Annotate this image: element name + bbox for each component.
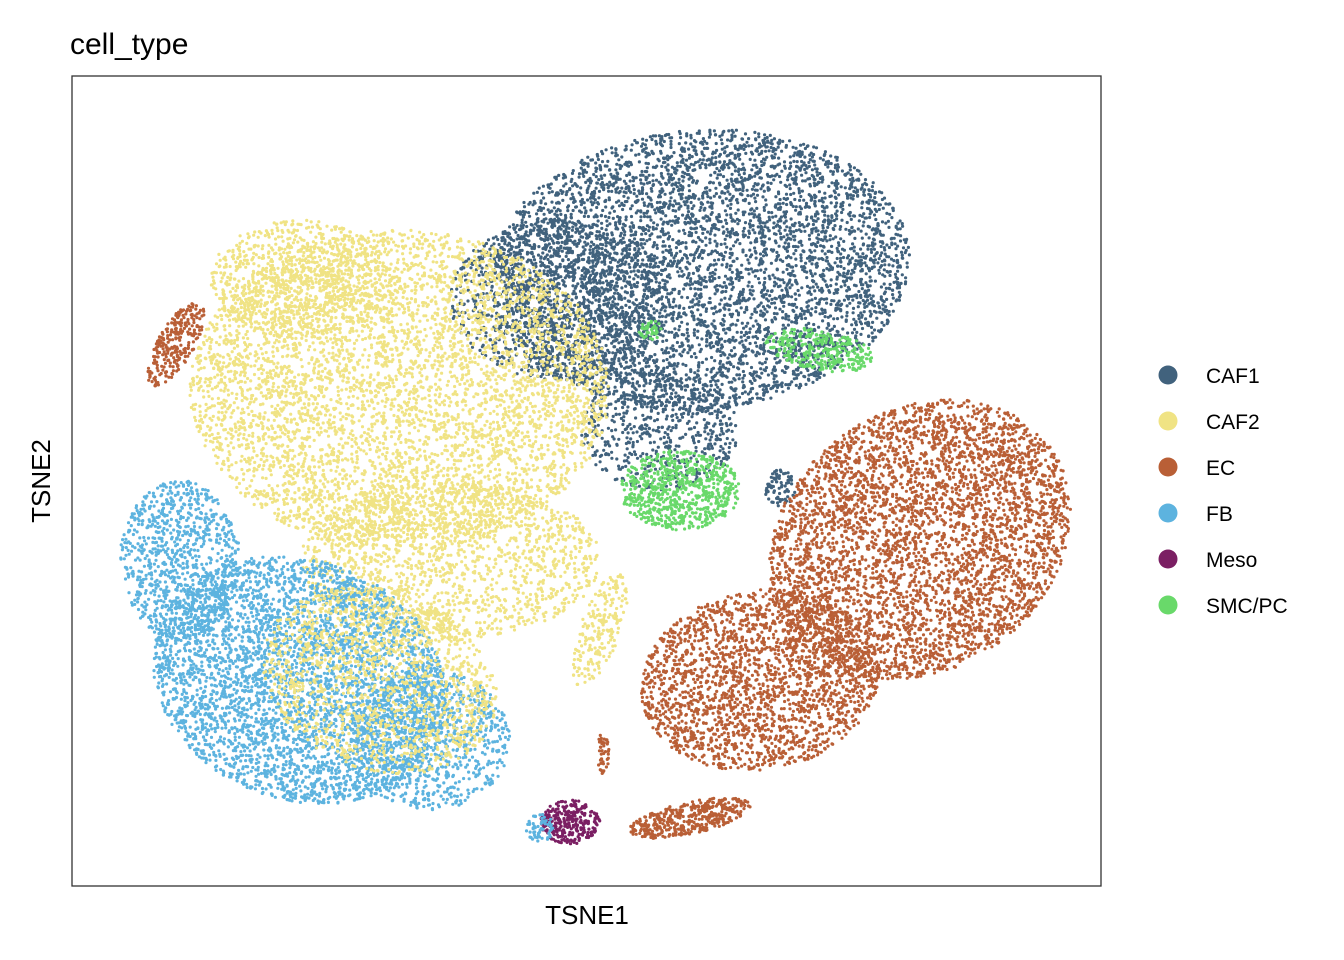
legend-swatch	[1158, 411, 1178, 431]
point-group-caf2	[262, 586, 498, 776]
point-group-ec	[629, 796, 752, 840]
legend-item-smc-pc: SMC/PC	[1158, 595, 1288, 618]
point-group-caf2	[209, 218, 392, 340]
legend-label: CAF1	[1206, 365, 1260, 388]
point-group-caf2	[188, 228, 610, 551]
legend: CAF1 CAF2 EC FB Meso SMC/PC	[1158, 365, 1288, 618]
points-layer	[119, 128, 1072, 846]
point-group-caf1	[489, 128, 912, 412]
legend-swatch	[1158, 549, 1178, 569]
legend-swatch	[1158, 595, 1178, 615]
point-group-fb	[524, 813, 555, 843]
legend-label: EC	[1206, 457, 1235, 480]
point-group-smc-pc	[620, 449, 741, 532]
legend-item-caf1: CAF1	[1158, 365, 1260, 388]
point-group-fb	[119, 479, 241, 641]
point-group-caf2	[571, 573, 629, 687]
legend-swatch	[1158, 503, 1178, 523]
legend-label: Meso	[1206, 549, 1257, 572]
legend-item-fb: FB	[1158, 503, 1233, 526]
point-group-smc-pc	[764, 326, 874, 374]
legend-label: FB	[1206, 503, 1233, 526]
point-group-smc-pc	[637, 319, 663, 341]
point-group-ec	[146, 302, 206, 388]
y-axis-label: TSNE2	[26, 439, 56, 523]
legend-label: SMC/PC	[1206, 595, 1288, 618]
legend-swatch	[1158, 457, 1178, 477]
point-group-ec	[768, 398, 1072, 681]
point-group-ec	[640, 587, 881, 772]
legend-swatch	[1158, 365, 1178, 385]
plot-frame	[71, 75, 1102, 887]
legend-item-meso: Meso	[1158, 549, 1257, 572]
legend-item-caf2: CAF2	[1158, 411, 1260, 434]
legend-label: CAF2	[1206, 411, 1260, 434]
point-group-ec	[597, 733, 611, 776]
chart-title: cell_type	[70, 28, 188, 61]
legend-item-ec: EC	[1158, 457, 1235, 480]
x-axis-label: TSNE1	[545, 900, 629, 930]
